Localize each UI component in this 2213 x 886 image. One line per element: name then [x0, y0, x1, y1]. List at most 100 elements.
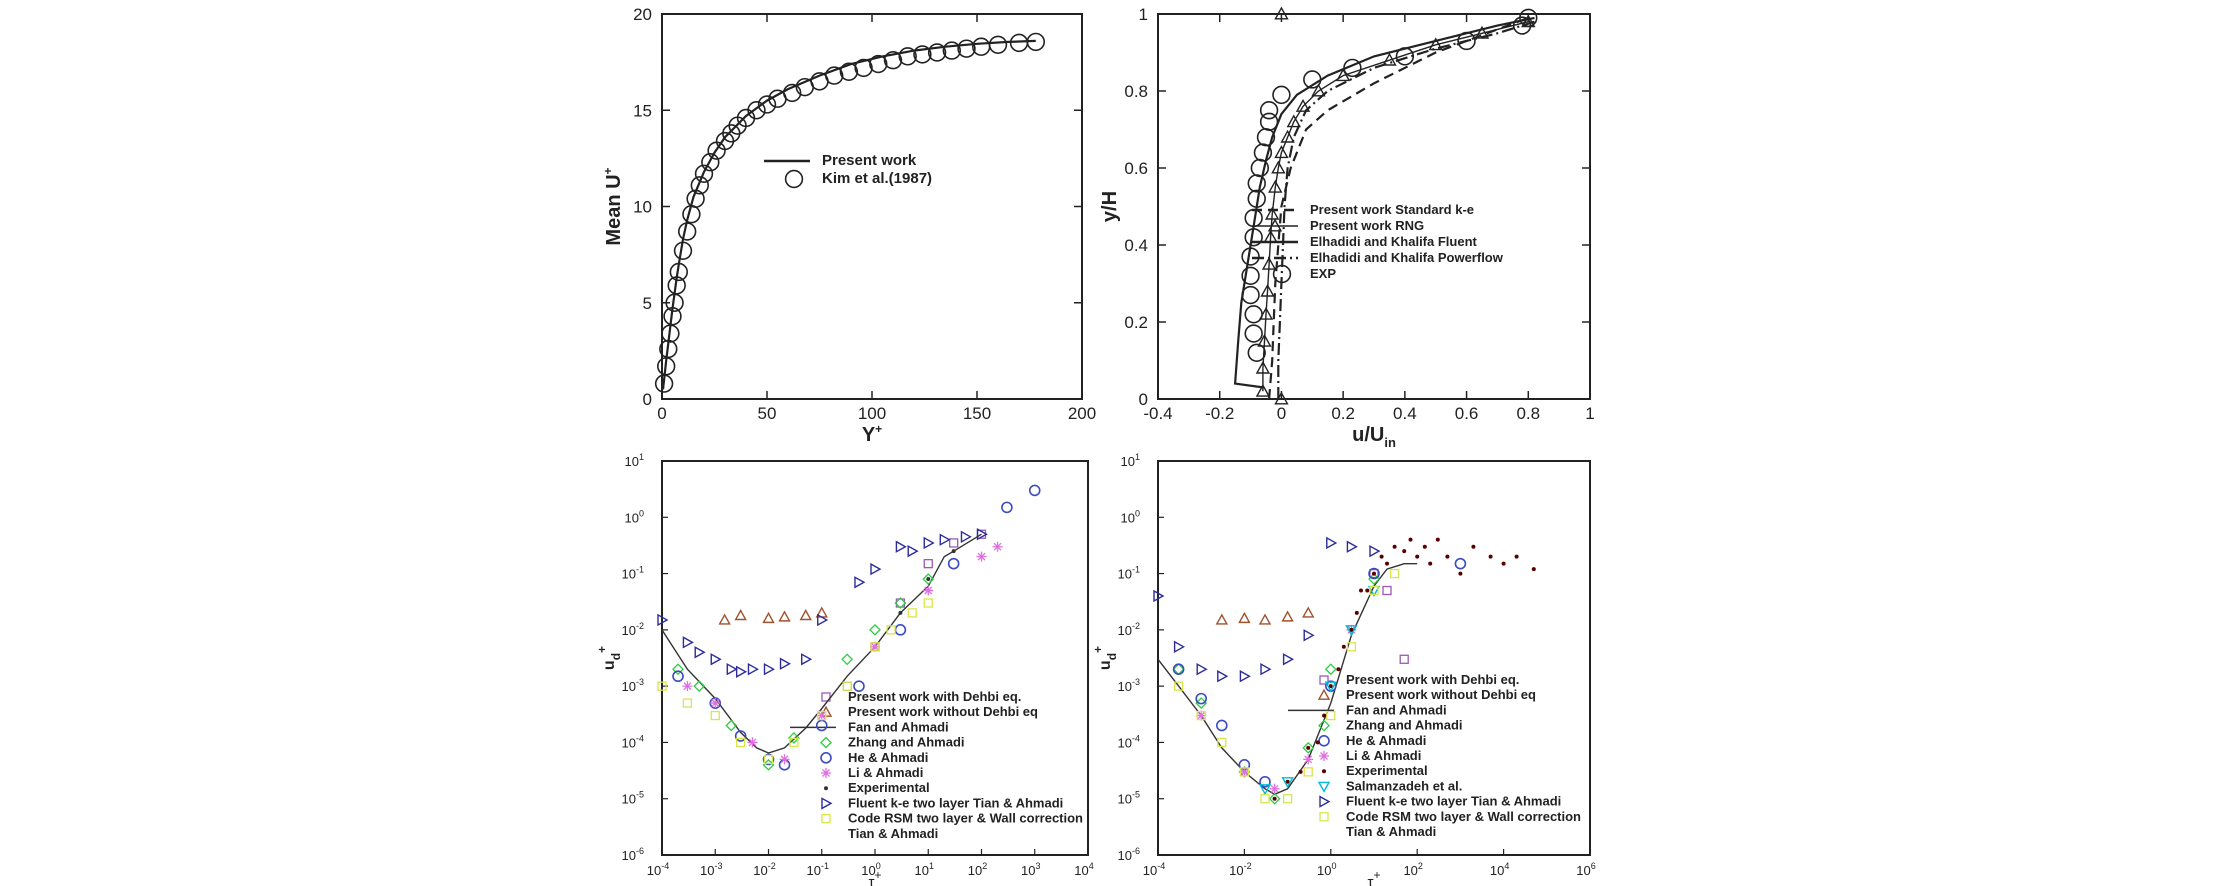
data-point: [762, 753, 775, 766]
data-point: [736, 737, 746, 748]
data-point: [1244, 324, 1263, 343]
x-axis-label-text: u/U: [1352, 424, 1384, 446]
tick-exponent: -4: [1132, 733, 1140, 743]
y-tick-label: 10-3: [1118, 677, 1140, 694]
data-point: [895, 598, 906, 608]
data-point: [1531, 567, 1536, 572]
data-point: [1259, 112, 1279, 132]
data-point: [718, 613, 731, 625]
data-point: [1385, 561, 1390, 566]
series-present-work-without-dehbi-eq: [1215, 606, 1315, 625]
x-tick-label: 10-4: [1143, 861, 1165, 878]
data-point: [1457, 31, 1476, 51]
x-tick-label: 0.6: [1455, 404, 1479, 423]
legend-swatch-marker: [1322, 769, 1326, 774]
legend-swatch-marker: [1319, 812, 1329, 822]
y-tick-label: 0.2: [1124, 313, 1148, 332]
data-point: [672, 663, 684, 676]
data-point: [1216, 719, 1228, 732]
tick-base: 10: [622, 679, 636, 694]
data-point: [1196, 710, 1206, 721]
tick-base: 10: [700, 863, 714, 878]
data-point: [870, 641, 880, 652]
x-tick-label: 102: [1403, 861, 1422, 878]
tick-base: 10: [1121, 454, 1135, 469]
data-point: [976, 528, 988, 541]
y-tick-label: 10-2: [622, 621, 644, 638]
data-point: [1196, 710, 1207, 721]
y-tick-label: 10: [633, 198, 652, 217]
data-point: [992, 541, 1003, 552]
series-experimental: [1272, 537, 1536, 801]
series-fan-and-ahmadi-line: [1157, 563, 1418, 796]
y-tick-label: 5: [643, 294, 652, 313]
legend-swatch-marker: [784, 169, 804, 189]
series-li-ahmadi: [682, 541, 1003, 765]
data-point: [1471, 544, 1476, 549]
data-point: [939, 533, 951, 546]
data-point: [1241, 247, 1260, 266]
data-point: [1255, 360, 1271, 374]
data-point: [1311, 83, 1326, 97]
data-point: [747, 101, 766, 120]
tick-exponent: 2: [1418, 861, 1423, 871]
data-point: [957, 39, 976, 58]
x-tick-label: 10-2: [1229, 861, 1251, 878]
data-point: [1368, 567, 1380, 580]
data-point: [894, 597, 907, 609]
data-point: [690, 176, 709, 195]
x-tick-label: 102: [968, 861, 987, 878]
x-tick-label: 200: [1068, 404, 1096, 423]
x-axis-label: τ+: [869, 868, 882, 886]
y-axis-label-superscript: +: [601, 167, 615, 174]
tick-exponent: -3: [1132, 677, 1140, 687]
data-point: [1282, 794, 1293, 804]
y-axis-label-superscript: +: [595, 646, 609, 653]
data-point: [1172, 663, 1185, 675]
tick-base: 10: [647, 863, 661, 878]
y-tick-label: 10-4: [622, 733, 644, 750]
data-point: [923, 598, 933, 608]
data-point: [735, 665, 748, 678]
y-tick-label: 15: [633, 101, 652, 120]
y-tick-label: 0: [643, 390, 652, 409]
legend-swatch-marker: [820, 751, 832, 764]
tick-exponent: -5: [636, 790, 644, 800]
data-point: [799, 609, 812, 621]
data-point: [763, 754, 774, 765]
series-code-rsm-two-layer-wall-correction: [657, 598, 933, 765]
data-point: [1369, 585, 1379, 596]
legend-label: Fan and Ahmadi: [1346, 702, 1447, 717]
series-code-rsm-two-layer-wall-correction: [1173, 568, 1400, 804]
data-point: [1173, 681, 1184, 691]
y-tick-label: 20: [633, 5, 652, 24]
y-tick-label: 0.8: [1124, 82, 1148, 101]
y-axis-label-text: u: [601, 660, 618, 670]
data-point: [815, 719, 828, 732]
tick-base: 10: [968, 863, 982, 878]
data-point: [1264, 206, 1280, 220]
tick-base: 10: [1118, 792, 1132, 807]
x-tick-label: 10-3: [700, 861, 722, 878]
x-axis-label-subscript: in: [1384, 435, 1396, 450]
data-point: [1239, 767, 1250, 777]
data-point: [1326, 536, 1338, 550]
data-point: [1268, 792, 1281, 805]
data-point: [1345, 625, 1358, 637]
data-point: [923, 536, 935, 550]
y-tick-label: 10-1: [1118, 565, 1140, 582]
x-axis-label: u/Uin: [1352, 424, 1396, 450]
tick-base: 10: [1118, 679, 1132, 694]
y-tick-label: 101: [1121, 452, 1140, 469]
data-point: [870, 562, 882, 576]
data-point: [1028, 484, 1041, 497]
x-tick-label: 10-2: [753, 861, 775, 878]
data-point: [1402, 549, 1407, 554]
series-present-work-line: [661, 39, 1036, 390]
data-point: [898, 47, 917, 66]
data-point: [1281, 610, 1294, 622]
series-fan-and-ahmadi: [1157, 563, 1418, 796]
data-point: [1258, 306, 1274, 320]
data-point: [1244, 228, 1263, 247]
data-point: [763, 663, 775, 676]
